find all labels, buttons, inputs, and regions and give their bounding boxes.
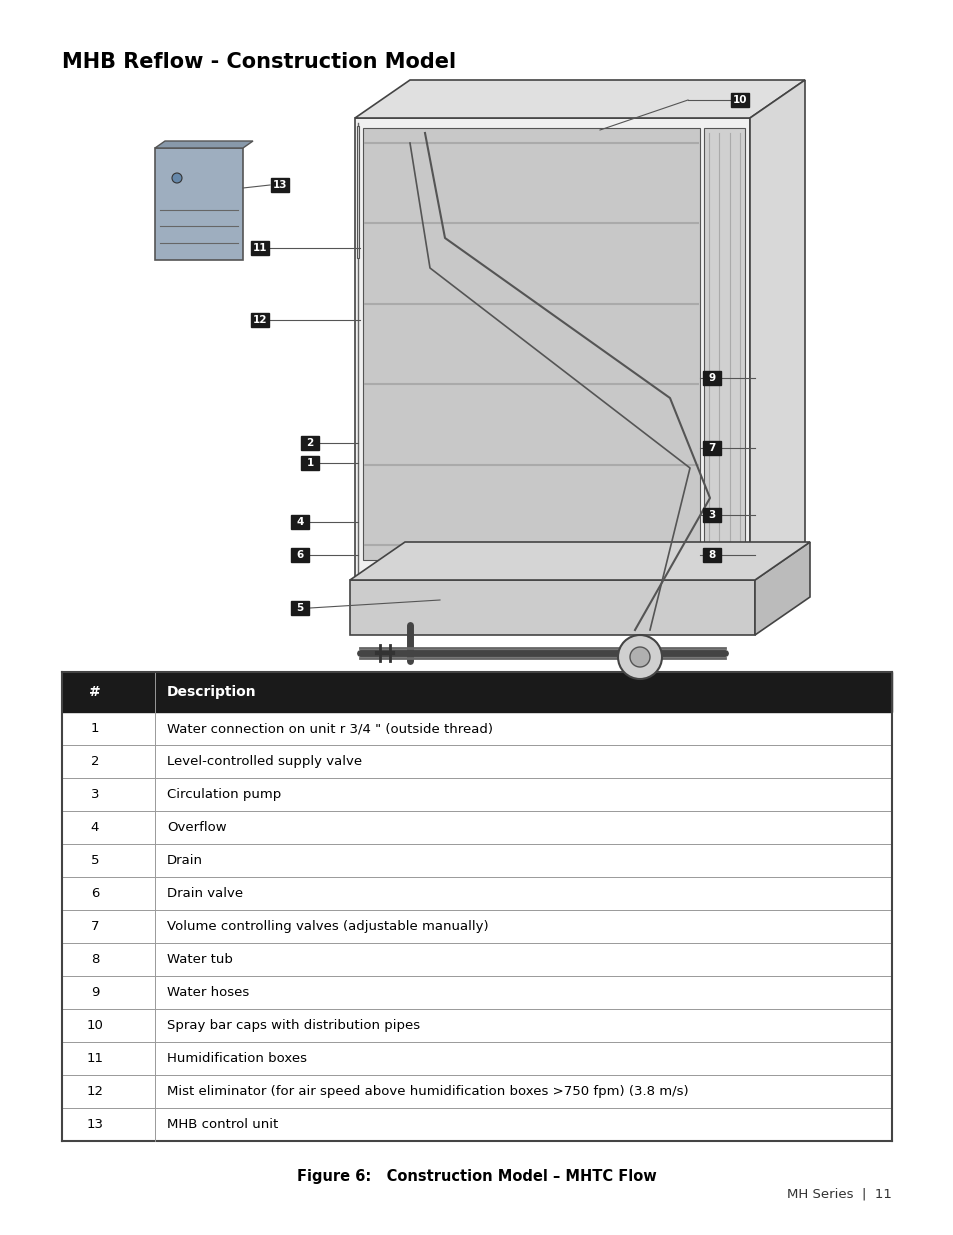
Text: Spray bar caps with distribution pipes: Spray bar caps with distribution pipes <box>167 1019 419 1032</box>
Text: 2: 2 <box>91 755 99 768</box>
Polygon shape <box>154 141 253 148</box>
Text: 2: 2 <box>306 438 314 448</box>
Text: Drain valve: Drain valve <box>167 887 243 900</box>
Text: Description: Description <box>167 685 256 699</box>
Text: Water hoses: Water hoses <box>167 986 249 999</box>
Text: Circulation pump: Circulation pump <box>167 788 281 802</box>
Text: 10: 10 <box>87 1019 103 1032</box>
Text: 12: 12 <box>87 1086 103 1098</box>
Text: 8: 8 <box>708 550 715 559</box>
Bar <box>62 672 891 713</box>
Text: Overflow: Overflow <box>167 821 227 834</box>
Text: MHB control unit: MHB control unit <box>167 1118 278 1131</box>
Text: 12: 12 <box>253 315 267 325</box>
Circle shape <box>618 635 661 679</box>
Text: 6: 6 <box>296 550 303 559</box>
Text: Mist eliminator (for air speed above humidification boxes >750 fpm) (3.8 m/s): Mist eliminator (for air speed above hum… <box>167 1086 688 1098</box>
Bar <box>702 508 720 522</box>
Text: Water connection on unit r 3/4 " (outside thread): Water connection on unit r 3/4 " (outsid… <box>167 722 493 735</box>
Bar <box>291 601 309 615</box>
Polygon shape <box>754 542 809 635</box>
Text: 5: 5 <box>296 603 303 613</box>
Polygon shape <box>363 128 700 559</box>
Text: 4: 4 <box>91 821 99 834</box>
Bar <box>291 515 309 529</box>
Bar <box>301 456 318 471</box>
Bar <box>702 370 720 385</box>
Text: 11: 11 <box>87 1052 103 1065</box>
Polygon shape <box>355 80 804 119</box>
Text: 7: 7 <box>707 443 715 453</box>
Polygon shape <box>356 126 358 258</box>
Text: 1: 1 <box>306 458 314 468</box>
Text: 7: 7 <box>91 920 99 932</box>
Bar <box>301 436 318 450</box>
Text: 13: 13 <box>273 180 287 190</box>
Text: MH Series  |  11: MH Series | 11 <box>786 1187 891 1200</box>
Circle shape <box>172 173 182 183</box>
Bar <box>251 312 269 327</box>
Bar <box>730 93 748 107</box>
Text: 3: 3 <box>91 788 99 802</box>
Text: Drain: Drain <box>167 853 203 867</box>
Bar <box>702 441 720 454</box>
Text: Humidification boxes: Humidification boxes <box>167 1052 307 1065</box>
Text: 9: 9 <box>91 986 99 999</box>
Text: 5: 5 <box>91 853 99 867</box>
Text: 9: 9 <box>708 373 715 383</box>
Text: Volume controlling valves (adjustable manually): Volume controlling valves (adjustable ma… <box>167 920 488 932</box>
Text: 11: 11 <box>253 243 267 253</box>
Text: 10: 10 <box>732 95 746 105</box>
Text: 3: 3 <box>708 510 715 520</box>
Text: 8: 8 <box>91 953 99 966</box>
Text: 1: 1 <box>91 722 99 735</box>
Text: MHB Reflow - Construction Model: MHB Reflow - Construction Model <box>62 52 456 72</box>
Text: Water tub: Water tub <box>167 953 233 966</box>
Text: #: # <box>89 685 101 699</box>
Polygon shape <box>749 80 804 580</box>
Bar <box>251 241 269 254</box>
Polygon shape <box>350 580 754 635</box>
Text: 4: 4 <box>296 517 303 527</box>
Bar <box>271 178 289 191</box>
Bar <box>702 548 720 562</box>
Text: 6: 6 <box>91 887 99 900</box>
Text: 13: 13 <box>87 1118 103 1131</box>
Polygon shape <box>355 119 749 580</box>
Polygon shape <box>350 542 809 580</box>
Polygon shape <box>703 128 744 559</box>
Circle shape <box>629 647 649 667</box>
Text: Figure 6:   Construction Model – MHTC Flow: Figure 6: Construction Model – MHTC Flow <box>296 1170 657 1184</box>
Text: Level-controlled supply valve: Level-controlled supply valve <box>167 755 362 768</box>
Bar <box>154 148 243 261</box>
Bar <box>291 548 309 562</box>
